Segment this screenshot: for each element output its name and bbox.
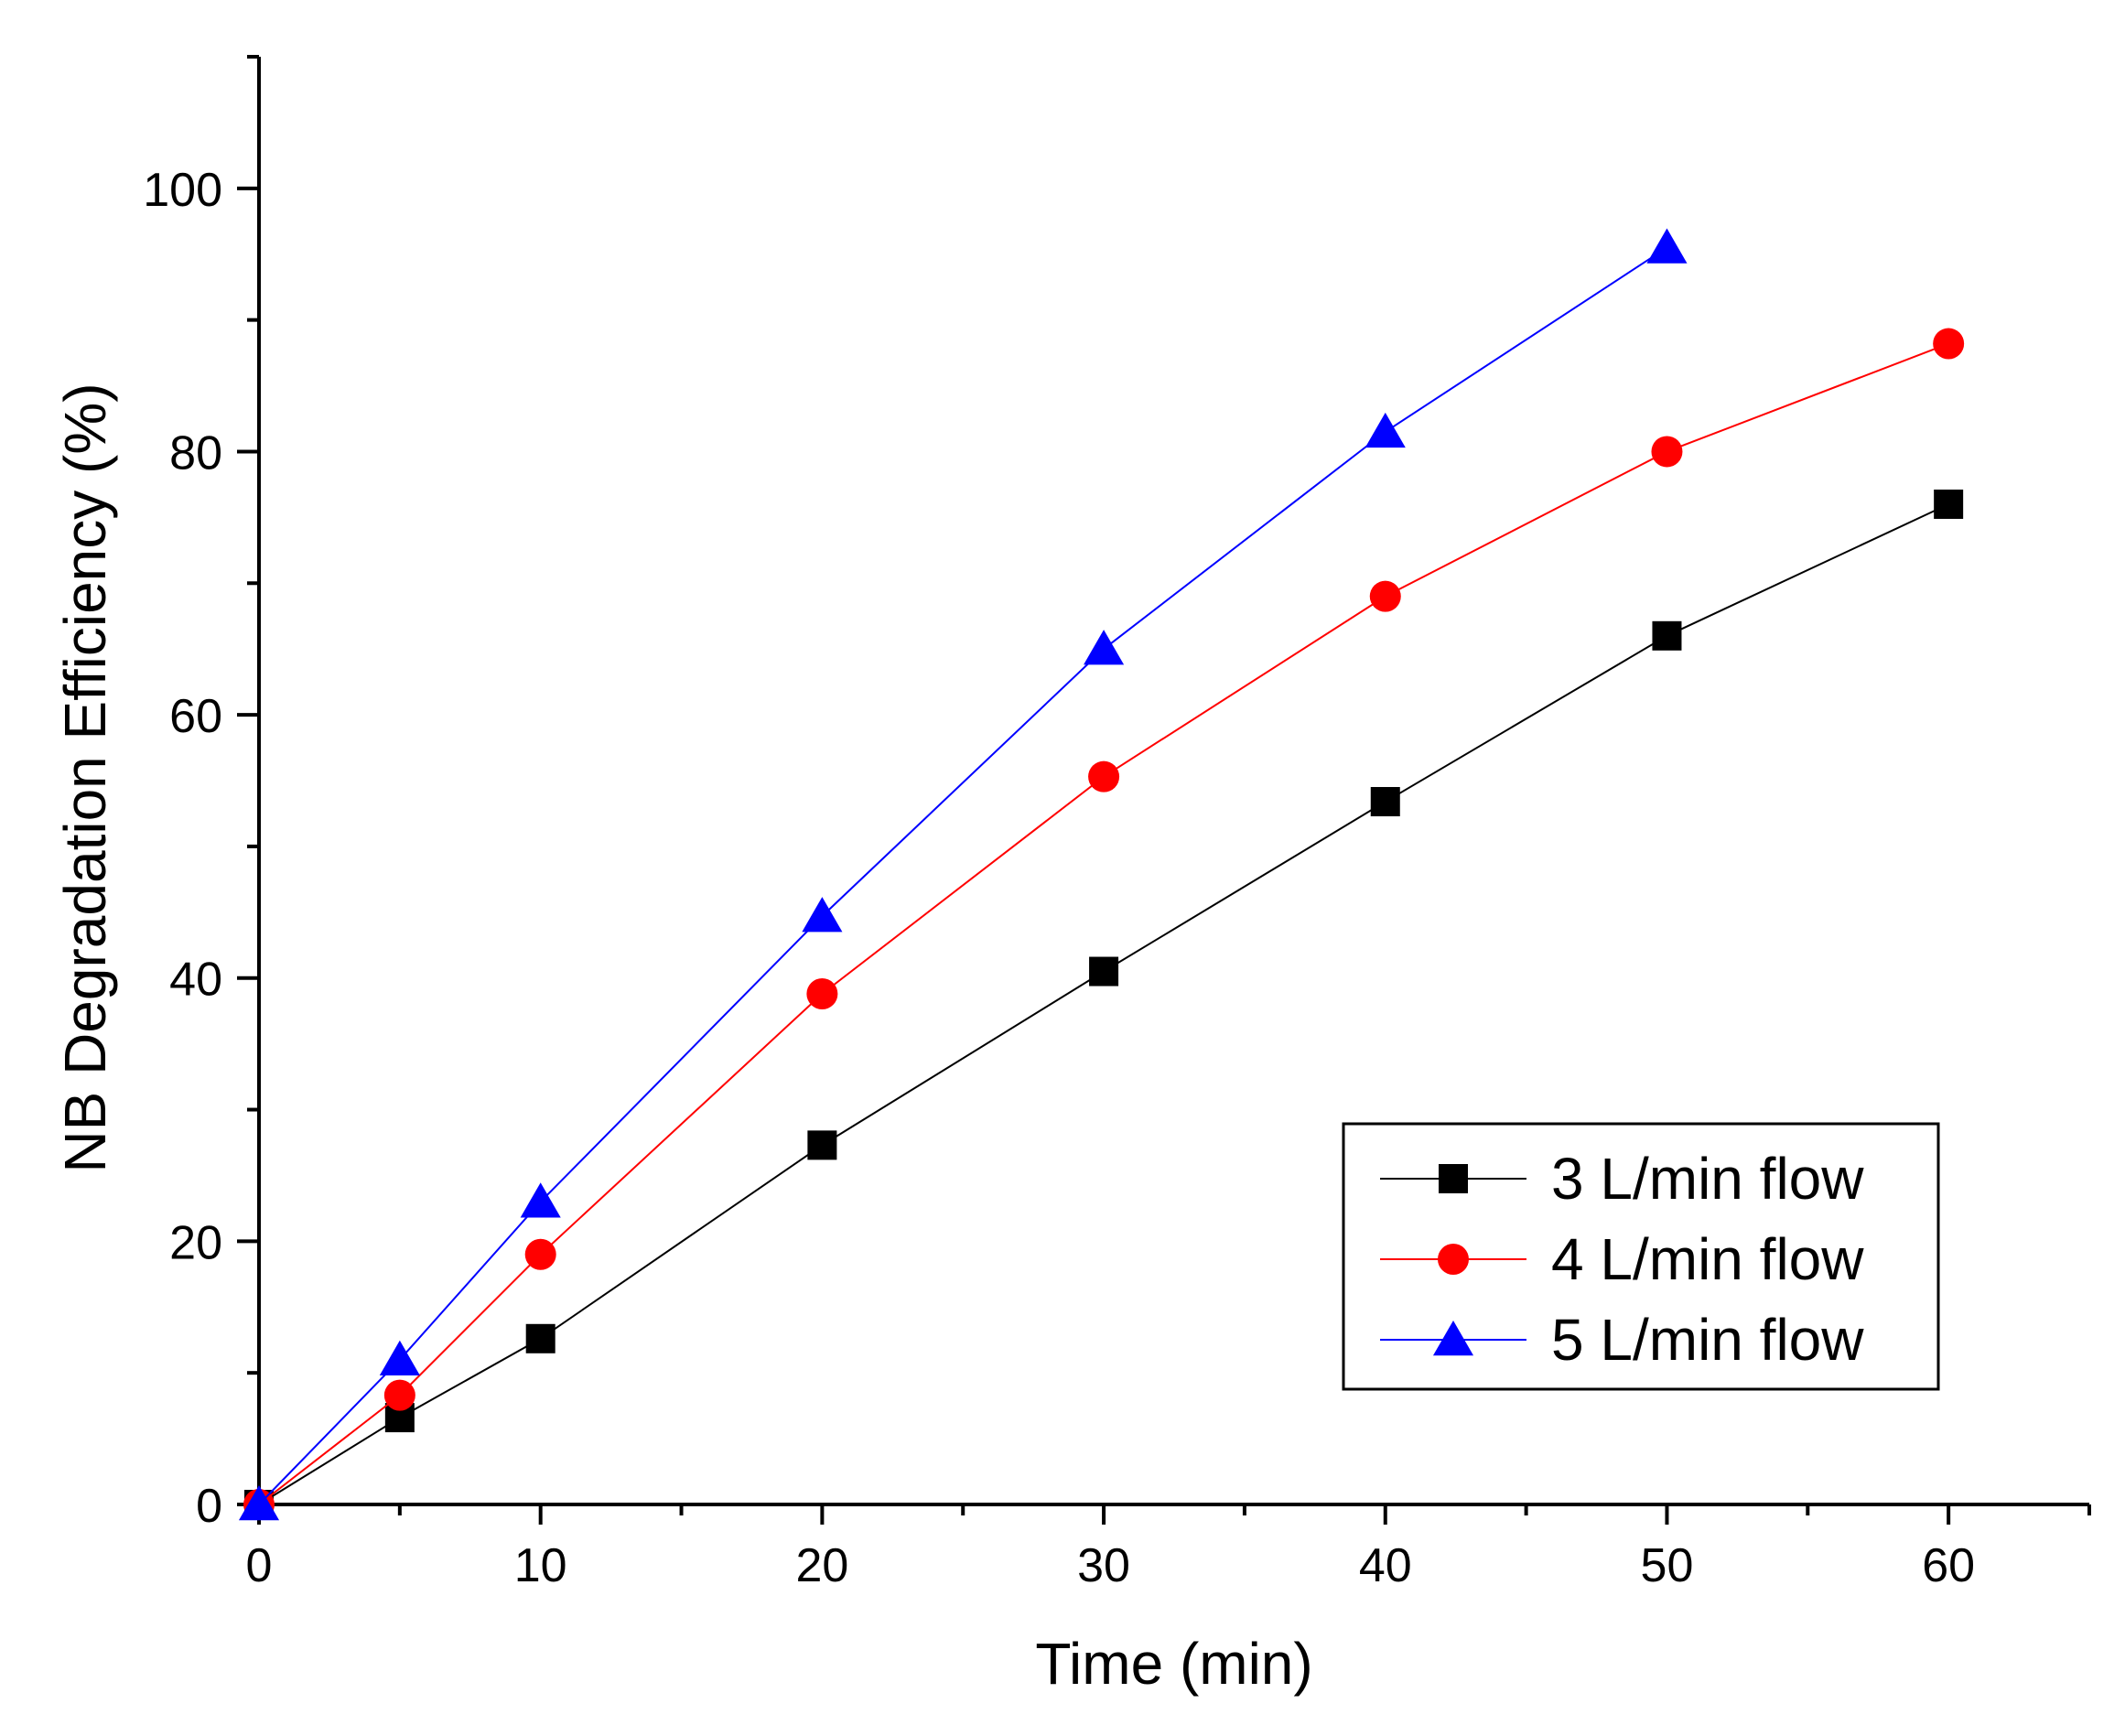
data-point-square — [1652, 620, 1682, 651]
data-point-triangle — [520, 1182, 561, 1218]
data-point-circle — [806, 977, 838, 1009]
series-3 — [238, 228, 1688, 1521]
legend-marker-circle — [1438, 1244, 1469, 1275]
data-point-circle — [1933, 328, 1965, 360]
y-tick-label: 80 — [169, 426, 222, 480]
legend-label: 4 L/min flow — [1551, 1226, 1864, 1292]
axes — [257, 57, 2089, 1506]
legend-items: 3 L/min flow 4 L/min flow 5 L/min flow — [1380, 1146, 1864, 1373]
data-point-square — [1934, 489, 1964, 519]
y-tick-label: 60 — [169, 690, 222, 743]
y-axis-label: NB Degradation Efficiency (%) — [52, 383, 118, 1172]
legend-item: 4 L/min flow — [1380, 1226, 1864, 1292]
series-2 — [243, 328, 1965, 1520]
tick-labels: 0 10 20 30 40 50 60 0 20 40 60 80 100 — [143, 164, 1975, 1592]
x-tick-label: 10 — [514, 1539, 567, 1592]
legend-label: 5 L/min flow — [1551, 1307, 1864, 1373]
data-point-triangle — [1646, 228, 1688, 264]
y-tick-label: 100 — [143, 164, 222, 217]
data-point-triangle — [238, 1485, 280, 1521]
data-point-square — [807, 1130, 837, 1160]
legend-label: 3 L/min flow — [1551, 1146, 1864, 1212]
data-point-triangle — [1365, 412, 1406, 448]
data-point-triangle — [379, 1340, 420, 1376]
series-line — [258, 342, 1949, 1505]
x-tick-label: 40 — [1359, 1539, 1412, 1592]
y-tick-label: 20 — [169, 1216, 222, 1269]
series-line — [258, 503, 1949, 1505]
data-point-square — [1089, 956, 1119, 987]
data-point-circle — [1369, 580, 1401, 612]
ticks — [237, 55, 2091, 1525]
legend-item: 3 L/min flow — [1380, 1146, 1864, 1212]
x-tick-label: 50 — [1641, 1539, 1694, 1592]
y-tick-label: 0 — [196, 1480, 222, 1533]
data-point-triangle — [1084, 630, 1125, 665]
legend: 3 L/min flow 4 L/min flow 5 L/min flow — [1342, 1122, 1940, 1391]
x-tick-label: 0 — [246, 1539, 273, 1592]
x-tick-label: 60 — [1922, 1539, 1975, 1592]
data-point-square — [1370, 787, 1400, 817]
x-axis-label: Time (min) — [1035, 1631, 1312, 1697]
data-point-circle — [524, 1238, 556, 1270]
data-point-circle — [1088, 760, 1120, 793]
data-point-triangle — [802, 897, 843, 933]
legend-item: 5 L/min flow — [1380, 1307, 1864, 1373]
data-point-circle — [1651, 436, 1683, 468]
data-point-circle — [383, 1379, 415, 1411]
data-point-square — [525, 1323, 556, 1353]
series-layer — [238, 228, 1965, 1521]
legend-marker-square — [1439, 1164, 1468, 1193]
legend-marker-triangle — [1432, 1321, 1474, 1356]
x-tick-label: 20 — [795, 1539, 848, 1592]
y-tick-label: 40 — [169, 954, 222, 1007]
x-tick-label: 30 — [1077, 1539, 1130, 1592]
